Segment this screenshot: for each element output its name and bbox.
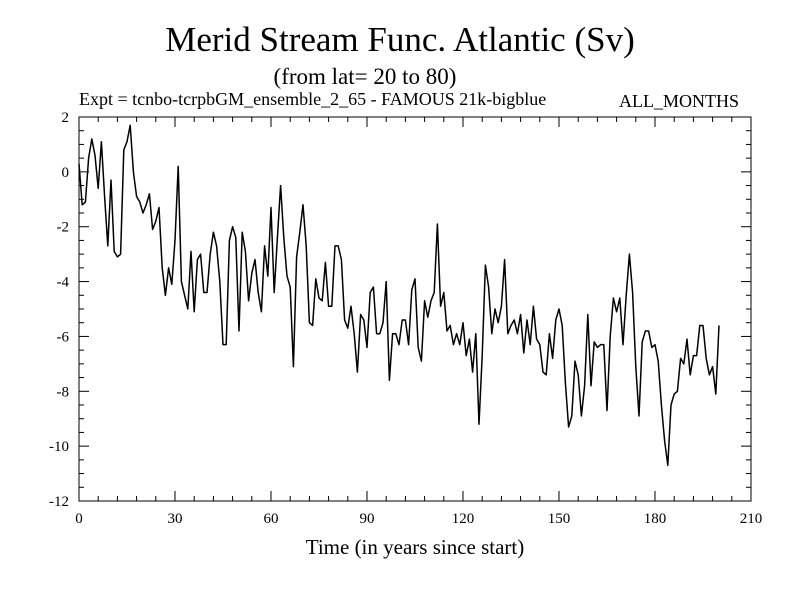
- y-tick-label: 2: [62, 110, 70, 126]
- x-tick-label: 150: [548, 511, 571, 527]
- y-tick-label: -2: [57, 220, 70, 236]
- x-axis-label: Time (in years since start): [306, 535, 525, 559]
- chart-title: Merid Stream Func. Atlantic (Sv): [165, 20, 635, 59]
- x-tick-label: 210: [740, 511, 763, 527]
- plot-frame: [78, 116, 752, 502]
- x-tick-label: 120: [452, 511, 475, 527]
- x-tick-label: 0: [75, 511, 83, 527]
- x-tick-label: 180: [644, 511, 667, 527]
- y-tick-label: -8: [57, 384, 70, 400]
- experiment-label: Expt = tcnbo-tcrpbGM_ensemble_2_65 - FAM…: [79, 89, 547, 109]
- axis-tick-labels: 0 30 60 90 120 150 180 210 2 0 -2 -4 -6 -8 -10 -12: [49, 110, 762, 527]
- y-tick-label: -10: [49, 439, 69, 455]
- axis-ticks: [78, 116, 752, 502]
- y-tick-label: -12: [49, 494, 69, 510]
- y-tick-label: 0: [62, 165, 70, 181]
- chart-subtitle: (from lat= 20 to 80): [273, 64, 457, 89]
- series-line: [78, 124, 720, 467]
- y-tick-label: -6: [57, 329, 70, 345]
- x-tick-label: 30: [168, 511, 183, 527]
- x-tick-label: 90: [360, 511, 375, 527]
- months-label: ALL_MONTHS: [619, 91, 739, 111]
- x-tick-label: 60: [264, 511, 279, 527]
- y-tick-label: -4: [57, 275, 70, 291]
